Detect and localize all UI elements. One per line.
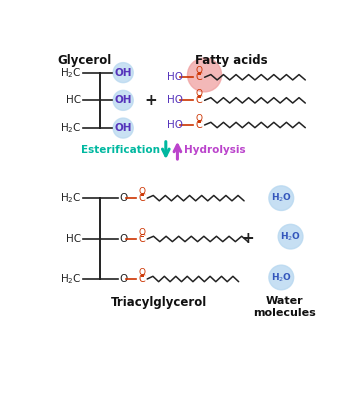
- Circle shape: [113, 118, 133, 138]
- Text: HO: HO: [167, 120, 183, 130]
- Text: C: C: [138, 274, 145, 284]
- Text: OH: OH: [114, 68, 132, 78]
- Circle shape: [113, 90, 133, 110]
- Text: H$_2$C: H$_2$C: [60, 191, 81, 205]
- Text: Esterification: Esterification: [80, 146, 160, 156]
- Text: HC: HC: [66, 95, 81, 105]
- Text: Triacylglycerol: Triacylglycerol: [111, 296, 207, 309]
- Circle shape: [269, 186, 294, 210]
- Text: OH: OH: [114, 123, 132, 133]
- Text: HO: HO: [167, 72, 183, 82]
- Text: H$_2$C: H$_2$C: [60, 272, 81, 286]
- Text: +: +: [241, 232, 254, 246]
- Text: H$_2$C: H$_2$C: [60, 66, 81, 80]
- Text: O: O: [119, 234, 127, 244]
- Text: C: C: [196, 120, 203, 130]
- Text: O: O: [119, 193, 127, 203]
- Text: O: O: [196, 89, 203, 98]
- Text: H$_2$O: H$_2$O: [271, 192, 292, 204]
- Text: H$_2$O: H$_2$O: [271, 271, 292, 284]
- Text: Fatty acids: Fatty acids: [195, 54, 268, 67]
- Text: Glycerol: Glycerol: [57, 54, 112, 67]
- Text: Water
molecules: Water molecules: [253, 296, 316, 318]
- Circle shape: [113, 63, 133, 83]
- Text: C: C: [138, 193, 145, 203]
- Text: O: O: [119, 274, 127, 284]
- Circle shape: [278, 224, 303, 249]
- Text: HO: HO: [167, 95, 183, 105]
- Text: C: C: [196, 72, 203, 82]
- Text: Hydrolysis: Hydrolysis: [184, 146, 245, 156]
- Text: HC: HC: [66, 234, 81, 244]
- Text: O: O: [196, 114, 203, 122]
- Circle shape: [187, 58, 222, 92]
- Text: OH: OH: [114, 95, 132, 105]
- Text: H$_2$C: H$_2$C: [60, 121, 81, 135]
- Text: H$_2$O: H$_2$O: [280, 230, 301, 243]
- Text: O: O: [138, 228, 145, 236]
- Text: O: O: [196, 66, 203, 75]
- Text: +: +: [145, 93, 157, 108]
- Circle shape: [269, 265, 294, 290]
- Text: O: O: [138, 187, 145, 196]
- Text: C: C: [196, 95, 203, 105]
- Text: O: O: [138, 268, 145, 276]
- Text: C: C: [138, 234, 145, 244]
